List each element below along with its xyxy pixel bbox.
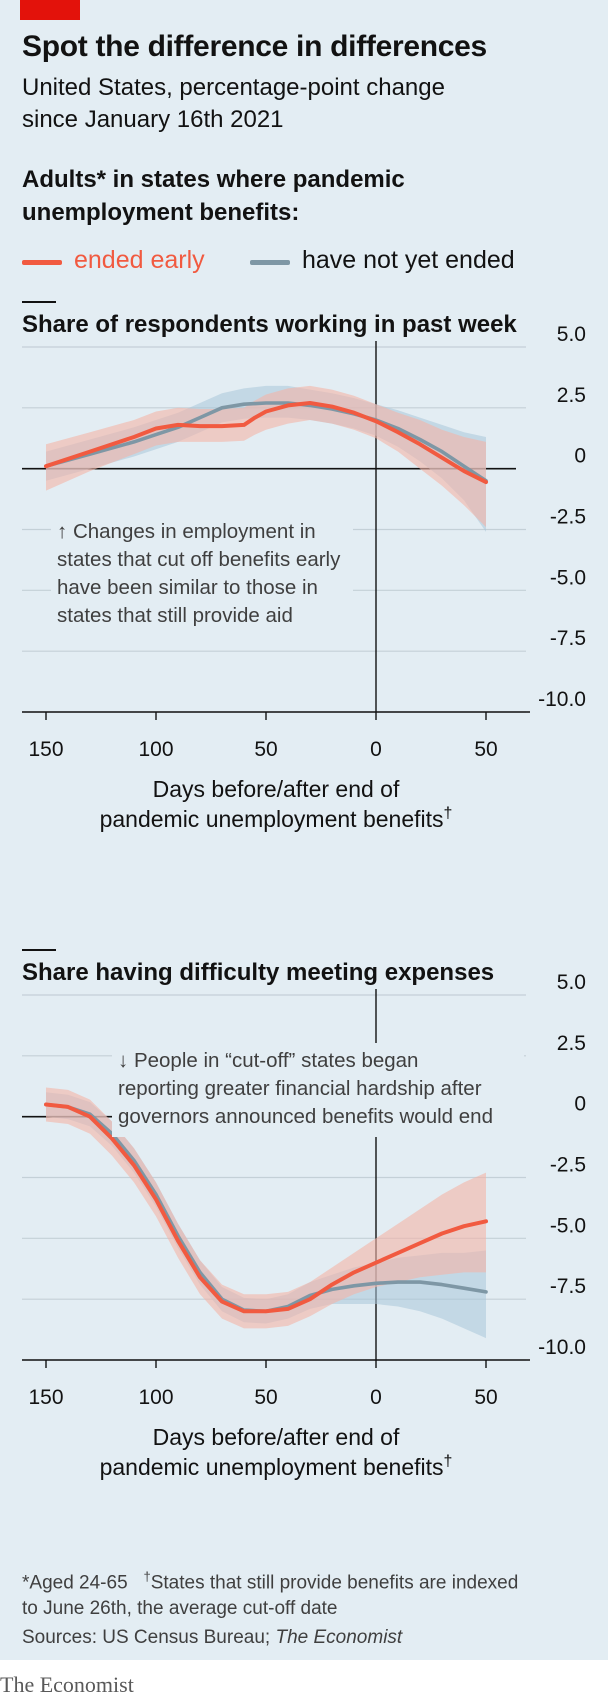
legend-swatch-not-ended [250,260,290,265]
legend-swatch-ended-early [22,260,62,265]
chart-panel-title: Share of respondents working in past wee… [22,311,517,338]
x-tick-label: 100 [138,738,173,761]
y-tick-label: 5.0 [557,323,586,346]
chart-employment: Share of respondents working in past wee… [22,301,586,832]
subtitle-line-2: since January 16th 2021 [22,106,284,133]
sources-prefix: Sources: US Census Bureau; [22,1627,276,1648]
x-tick-label: 0 [370,738,382,761]
y-tick-label: -5.0 [550,1214,586,1237]
annotation-line: states that still provide aid [57,604,293,627]
chart-annotation: ↑ Changes in employment in states that cu… [51,514,353,636]
y-tick-label: -5.0 [550,566,586,589]
annotation-line: ↑ Changes in employment in [57,520,316,543]
y-tick-label: 0 [574,1093,586,1116]
annotation-background [51,514,353,636]
footnote-text-1: States that still provide benefits are i… [150,1572,519,1594]
legend-heading-line-1: Adults* in states where pandemic [22,166,405,193]
brand-wordmark: The Economist [0,1672,134,1697]
x-tick-label: 50 [254,1386,277,1409]
x-tick-label: 150 [28,1386,63,1409]
sources-italic: The Economist [275,1627,403,1648]
confidence-band-ended-early [46,385,486,528]
y-tick-label: -7.5 [550,1275,586,1298]
chart-subtitle: United States, percentage-point change s… [22,72,522,136]
y-tick-label: 0 [574,445,586,468]
footnote-line-2: to June 26th, the average cut-off date [22,1598,338,1620]
x-tick-label: 50 [474,738,497,761]
x-tick-label: 150 [28,738,63,761]
x-axis-label-line-1: Days before/after end of [153,1424,400,1450]
x-tick-label: 0 [370,1386,382,1409]
x-tick-label: 50 [254,738,277,761]
x-axis-label-line-2: pandemic unemployment benefits† [100,1453,453,1480]
annotation-background [112,1043,524,1137]
footnote-line-1: *Aged 24-65 †States that still provide b… [22,1564,592,1596]
chart-title: Spot the difference in differences [22,30,487,63]
legend-heading-line-2: unemployment benefits: [22,199,300,226]
confidence-band-ended-early [46,1087,486,1329]
legend-heading: Adults* in states where pandemic unemplo… [22,163,542,229]
sources: Sources: US Census Bureau; The Economist [22,1627,592,1649]
footnote-age: *Aged 24-65 [22,1572,128,1594]
y-tick-label: -10.0 [538,1336,586,1359]
y-tick-label: 2.5 [557,384,586,407]
y-tick-label: 5.0 [557,971,586,994]
x-axis-label-line-2: pandemic unemployment benefits† [100,805,453,832]
series-line-ended-early [44,1102,488,1314]
chart-expenses: Share having difficulty meeting expenses… [22,949,586,1480]
footnote: *Aged 24-65 †States that still provide b… [22,1564,592,1622]
x-axis-label-dagger: † [444,805,453,822]
annotation-line: have been similar to those in [57,576,318,599]
legend-label-not-ended: have not yet ended [302,246,515,274]
annotation-line: reporting greater financial hardship aft… [118,1077,482,1100]
y-tick-label: 2.5 [557,1032,586,1055]
annotation-line: governors announced benefits would end [118,1105,493,1128]
y-tick-label: -7.5 [550,627,586,650]
x-tick-label: 50 [474,1386,497,1409]
annotation-line: ↓ People in “cut-off” states began [118,1049,418,1072]
y-tick-label: -2.5 [550,1154,586,1177]
x-axis-label-line-1: Days before/after end of [153,776,400,802]
series-line-ended-early [44,401,488,485]
series-line-not-ended [44,401,488,483]
chart-annotation: ↓ People in “cut-off” states began report… [112,1043,524,1137]
x-axis-label-dagger: † [444,1453,453,1470]
chart-card: Spot the difference in differences Unite… [0,0,608,1660]
brand-red-tag [20,0,80,20]
subtitle-line-1: United States, percentage-point change [22,74,445,101]
chart-panel-title: Share having difficulty meeting expenses [22,959,494,986]
y-tick-label: -10.0 [538,688,586,711]
annotation-line: states that cut off benefits early [57,548,341,571]
y-tick-label: -2.5 [550,506,586,529]
x-tick-label: 100 [138,1386,173,1409]
footnote-dagger: † [143,1569,151,1584]
legend-label-ended-early: ended early [74,246,205,274]
